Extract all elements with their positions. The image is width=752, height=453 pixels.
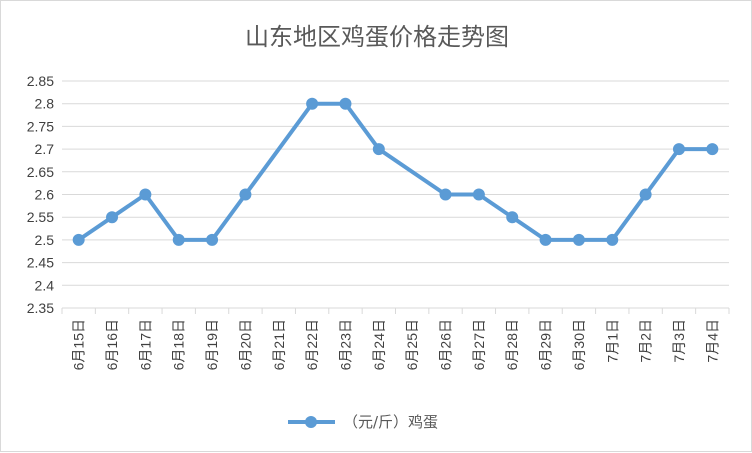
y-tick-label: 2.5 bbox=[35, 232, 55, 248]
legend: （元/斤）鸡蛋 bbox=[288, 413, 438, 431]
x-tick-label: 6月29日 bbox=[538, 319, 554, 370]
legend-label: （元/斤）鸡蛋 bbox=[343, 413, 438, 431]
y-tick-label: 2.65 bbox=[27, 164, 54, 180]
x-tick-label: 6月25日 bbox=[404, 319, 420, 370]
series-layer bbox=[72, 97, 719, 246]
data-point bbox=[639, 188, 652, 201]
data-point bbox=[72, 233, 85, 246]
data-point bbox=[139, 188, 152, 201]
y-tick-label: 2.6 bbox=[35, 187, 55, 203]
chart-title: 山东地区鸡蛋价格走势图 bbox=[245, 23, 509, 51]
y-tick-label: 2.85 bbox=[27, 73, 54, 89]
y-tick-label: 2.7 bbox=[35, 141, 55, 157]
data-point bbox=[539, 233, 552, 246]
y-tick-label: 2.4 bbox=[35, 277, 55, 293]
data-point bbox=[572, 233, 585, 246]
x-tick-label: 7月4日 bbox=[704, 319, 720, 363]
data-point bbox=[372, 143, 385, 156]
series-line bbox=[76, 101, 715, 242]
y-axis-ticks: 2.35 2.4 2.45 2.5 2.55 2.6 2.65 2.7 2.75 2.8 2.85 bbox=[27, 73, 54, 316]
data-point bbox=[439, 188, 452, 201]
x-tick-label: 7月1日 bbox=[604, 319, 620, 363]
data-point bbox=[706, 143, 719, 156]
y-tick-label: 2.75 bbox=[27, 118, 54, 134]
data-point bbox=[672, 143, 685, 156]
data-point bbox=[206, 233, 219, 246]
x-axis-ticks: 6月15日 6月16日 6月17日 6月18日 6月19日 6月20日 6月21日 6月22日… bbox=[61, 308, 730, 370]
x-tick-label: 6月30日 bbox=[571, 319, 587, 370]
x-tick-label: 6月16日 bbox=[104, 319, 120, 370]
x-tick-label: 6月15日 bbox=[71, 319, 87, 370]
data-point bbox=[106, 211, 119, 224]
x-tick-label: 6月17日 bbox=[137, 319, 153, 370]
x-tick-label: 6月27日 bbox=[471, 319, 487, 370]
y-tick-label: 2.55 bbox=[27, 209, 54, 225]
data-point bbox=[472, 188, 485, 201]
x-tick-label: 6月28日 bbox=[504, 319, 520, 370]
x-tick-label: 6月23日 bbox=[337, 319, 353, 370]
x-tick-label: 6月18日 bbox=[171, 319, 187, 370]
x-tick-label: 6月20日 bbox=[237, 319, 253, 370]
data-point bbox=[172, 233, 185, 246]
x-tick-label: 6月21日 bbox=[271, 319, 287, 370]
x-tick-label: 6月26日 bbox=[438, 319, 454, 370]
y-tick-label: 2.8 bbox=[35, 96, 55, 112]
data-point bbox=[606, 233, 619, 246]
x-tick-label: 6月19日 bbox=[204, 319, 220, 370]
x-tick-label: 6月24日 bbox=[371, 319, 387, 370]
y-tick-label: 2.35 bbox=[27, 300, 54, 316]
data-point bbox=[339, 97, 352, 110]
gridlines bbox=[62, 80, 729, 309]
data-point bbox=[506, 211, 519, 224]
x-tick-label: 7月2日 bbox=[638, 319, 654, 363]
legend-marker bbox=[305, 416, 317, 428]
y-tick-label: 2.45 bbox=[27, 255, 54, 271]
x-tick-label: 6月22日 bbox=[304, 319, 320, 370]
data-point bbox=[306, 97, 319, 110]
data-point bbox=[239, 188, 252, 201]
x-tick-label: 7月3日 bbox=[671, 319, 687, 363]
